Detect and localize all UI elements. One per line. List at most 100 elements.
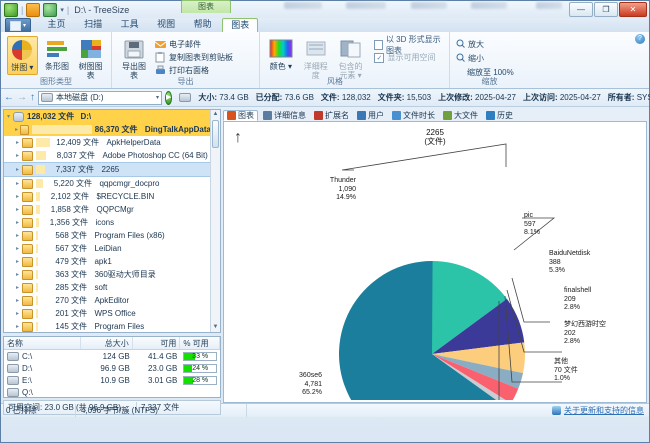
tab-chart[interactable]: 图表: [222, 18, 259, 33]
tree-row[interactable]: ▸ 5,220 文件 qqpcmgr_docpro: [4, 177, 211, 190]
copy-chart-button[interactable]: 复制图表到剪贴板: [155, 52, 233, 63]
pie-chart[interactable]: [224, 122, 639, 400]
expand-icon[interactable]: ▸: [15, 298, 19, 304]
drive-row[interactable]: D:\ 96.9 GB 23.0 GB 24 %: [4, 362, 220, 374]
update-info-link[interactable]: 关于更新和支持的信息: [564, 406, 644, 415]
drive-row[interactable]: C:\ 124 GB 41.4 GB 33 %: [4, 350, 220, 362]
tree-view[interactable]: ▾ 128,032 文件 D:\ ▸ 86,370 文件 DingTalkAppDat…: [4, 110, 211, 332]
tab-list[interactable]: 详细信息: [260, 110, 309, 121]
save-icon[interactable]: [26, 3, 41, 17]
tab-extension[interactable]: 扩展名: [311, 110, 352, 121]
treesize-icon[interactable]: [4, 3, 18, 17]
color-button[interactable]: 颜色 ▾: [266, 36, 296, 73]
checkbox-3d-chart[interactable]: 以 3D 形式显示图表: [374, 35, 443, 55]
export-chart-button[interactable]: 导出图表: [118, 36, 150, 82]
pie-chart-button[interactable]: 饼图 ▾: [7, 36, 38, 75]
email-button[interactable]: 电子邮件: [154, 39, 233, 50]
app-menu-button[interactable]: ▾: [5, 18, 32, 33]
expand-icon[interactable]: ▸: [15, 140, 19, 146]
scroll-down-icon[interactable]: ▼: [212, 324, 219, 330]
tree-row[interactable]: ▸ 285 文件 soft: [4, 281, 211, 294]
expand-icon[interactable]: ▸: [15, 127, 19, 133]
tab-help[interactable]: 帮助: [193, 19, 212, 29]
pie-slice-360se6[interactable]: [339, 261, 508, 400]
maximize-button[interactable]: ❐: [594, 2, 618, 17]
pie-slice-其他[interactable]: [432, 354, 511, 400]
tree-row[interactable]: ▸ 12,409 文件 ApkHelperData: [4, 136, 211, 149]
drive-row[interactable]: Q:\: [4, 386, 220, 397]
tree-row[interactable]: ▸ 2,102 文件 $RECYCLE.BIN: [4, 190, 211, 203]
expand-icon[interactable]: ▸: [15, 220, 19, 226]
up-icon[interactable]: ↑: [30, 92, 35, 103]
zoom-in-button[interactable]: 放大: [456, 38, 523, 50]
scroll-thumb[interactable]: [212, 120, 219, 148]
tree-row[interactable]: ▸ 86,370 文件 DingTalkAppData: [4, 123, 211, 136]
included-elements-button[interactable]: 包含的元素 ▾: [336, 36, 366, 82]
column-header-size[interactable]: 总大小: [81, 337, 133, 349]
column-header-free[interactable]: 可用: [133, 337, 181, 349]
tree-row[interactable]: ▸ 363 文件 360驱动大师目录: [4, 268, 211, 281]
tab-updown[interactable]: 大文件: [440, 110, 481, 121]
tab-view[interactable]: 视图: [157, 19, 176, 29]
print-pane-button[interactable]: 打印右面格: [155, 65, 233, 76]
chart-panel[interactable]: ↑ 2265 (文件) Thunder 1,090 14.9% pic 597 …: [223, 121, 647, 403]
tree-row[interactable]: ▸ 1,858 文件 QQPCMgr: [4, 203, 211, 216]
tree-row[interactable]: ▸ 567 文件 LeiDian: [4, 242, 211, 255]
tree-row-root[interactable]: ▾ 128,032 文件 D:\: [4, 110, 211, 123]
tree-row[interactable]: ▸ 7,337 文件 2265: [4, 162, 211, 177]
tree-map-button[interactable]: 树图图表: [76, 36, 105, 82]
tree-row[interactable]: ▸ 1,356 文件 icons: [4, 216, 211, 229]
tab-home[interactable]: 主页: [47, 19, 66, 29]
expand-icon[interactable]: ▸: [15, 194, 19, 200]
checkbox-show-free-space[interactable]: ✓ 显示可用空间: [374, 52, 443, 63]
detail-level-button[interactable]: 洋细程度: [301, 36, 331, 82]
drive-list[interactable]: 名称 总大小 可用 % 可用 C:\ 124 GB 41.4 GB 33 % D:\ 96…: [3, 336, 221, 398]
help-icon[interactable]: ?: [635, 34, 645, 44]
tab-calendar[interactable]: 文件时长: [389, 110, 438, 121]
expand-icon[interactable]: ▸: [15, 259, 19, 265]
expand-icon[interactable]: ▸: [15, 233, 19, 239]
pie-slice-梦幻西游时空[interactable]: [432, 354, 519, 400]
refresh-icon[interactable]: [43, 3, 58, 17]
expand-icon[interactable]: ▸: [15, 324, 19, 330]
tree-scrollbar[interactable]: ▲ ▼: [210, 110, 220, 332]
tree-row[interactable]: ▸ 270 文件 ApkEditor: [4, 294, 211, 307]
expand-icon[interactable]: ▸: [15, 153, 19, 159]
column-header-name[interactable]: 名称: [4, 337, 82, 349]
go-button[interactable]: ▶: [165, 90, 173, 105]
minimize-button[interactable]: —: [569, 2, 593, 17]
collapse-icon[interactable]: ▾: [6, 114, 10, 120]
tree-row[interactable]: ▸ 479 文件 apk1: [4, 255, 211, 268]
tab-history[interactable]: 历史: [483, 110, 516, 121]
tree-row[interactable]: ▸ 8,037 文件 Adobe Photoshop CC (64 Bit): [4, 149, 211, 162]
pie-slice-Thunder[interactable]: [432, 261, 507, 354]
drive-row[interactable]: E:\ 10.9 GB 3.01 GB 28 %: [4, 374, 220, 386]
path-input[interactable]: 本地磁盘 (D:) ▾: [38, 90, 162, 105]
tab-scan[interactable]: 扫描: [84, 19, 103, 29]
navigate-up-icon[interactable]: ↑: [234, 129, 242, 146]
pie-slice-finalshell[interactable]: [432, 354, 524, 389]
expand-icon[interactable]: ▸: [15, 246, 19, 252]
expand-icon[interactable]: ▸: [15, 272, 19, 278]
close-button[interactable]: ✕: [619, 2, 647, 17]
forward-icon[interactable]: →: [17, 92, 27, 103]
expand-icon[interactable]: ▸: [15, 207, 19, 213]
tab-users[interactable]: 用户: [354, 110, 387, 121]
bar-chart-button[interactable]: 条形图: [43, 36, 72, 73]
chevron-down-icon[interactable]: ▾: [60, 7, 64, 14]
expand-icon[interactable]: ▸: [15, 167, 19, 173]
tree-row[interactable]: ▸ 201 文件 WPS Office: [4, 307, 211, 320]
scroll-up-icon[interactable]: ▲: [212, 111, 219, 117]
tree-row[interactable]: ▸ 145 文件 Program Files: [4, 320, 211, 332]
tree-row[interactable]: ▸ 568 文件 Program Files (x86): [4, 229, 211, 242]
zoom-out-button[interactable]: 缩小: [456, 52, 523, 64]
column-header-percent[interactable]: % 可用: [180, 337, 220, 349]
chevron-down-icon[interactable]: ▾: [155, 95, 159, 101]
zoom-reset-button[interactable]: 缩放至 100%: [456, 66, 523, 78]
folder-tree[interactable]: ▾ 128,032 文件 D:\ ▸ 86,370 文件 DingTalkAppDat…: [3, 109, 221, 333]
tab-tools[interactable]: 工具: [120, 19, 139, 29]
expand-icon[interactable]: ▸: [15, 285, 19, 291]
tab-pie[interactable]: 图表: [223, 110, 258, 121]
expand-icon[interactable]: ▸: [15, 311, 19, 317]
pie-slice-BaiduNetdisk[interactable]: [432, 342, 525, 374]
